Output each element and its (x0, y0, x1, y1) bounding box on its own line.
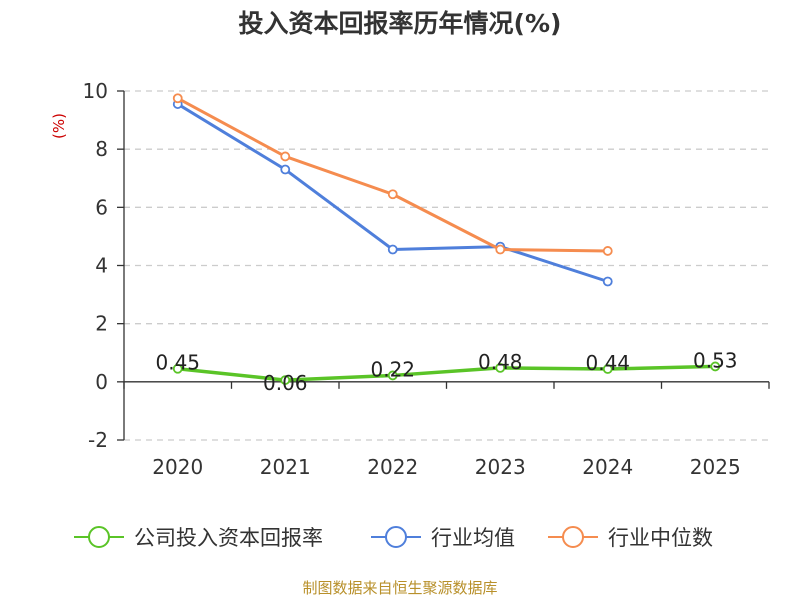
legend-label: 行业中位数 (608, 526, 713, 550)
legend: 公司投入资本回报率 行业均值 行业中位数 (74, 526, 713, 550)
axes (117, 90, 770, 441)
x-tick-labels: 2020 2021 2022 2023 2024 2025 (152, 455, 740, 479)
legend-label: 公司投入资本回报率 (134, 526, 323, 550)
data-point (602, 276, 613, 287)
data-point (172, 93, 183, 104)
series-3 (172, 93, 613, 256)
y-tick-label: 8 (95, 137, 108, 161)
x-tick-label: 2021 (260, 455, 311, 479)
data-point (387, 244, 398, 255)
y-tick-labels: 10 8 6 4 2 0 -2 (83, 79, 108, 452)
data-point (495, 362, 506, 373)
data-label: 0.53 (693, 348, 738, 372)
x-tick-label: 2025 (690, 455, 741, 479)
legend-marker (562, 526, 584, 548)
series-1 (172, 361, 721, 385)
legend-item: 行业中位数 (548, 526, 713, 550)
data-label: 0.48 (478, 350, 523, 374)
series-line (176, 96, 610, 253)
y-tick-label: 10 (83, 79, 108, 103)
x-tick-label: 2022 (367, 455, 418, 479)
data-point (710, 361, 721, 372)
data-point (495, 244, 506, 255)
y-tick-label: 0 (95, 370, 108, 394)
gridlines (124, 90, 769, 441)
data-point (602, 246, 613, 256)
data-label: 0.45 (155, 351, 200, 375)
y-tick-label: 4 (95, 254, 108, 278)
x-tick-label: 2020 (152, 455, 203, 479)
y-tick-label: 2 (95, 312, 108, 336)
data-label: 0.44 (585, 351, 630, 375)
data-label: 0.06 (263, 371, 308, 395)
data-labels: 0.45 0.06 0.22 0.48 0.44 0.53 (155, 348, 737, 395)
y-axis-unit: (%) (50, 113, 68, 139)
legend-label: 行业均值 (431, 526, 515, 550)
data-point (602, 364, 613, 374)
data-point (387, 189, 398, 200)
legend-marker (88, 526, 110, 548)
legend-item: 行业均值 (371, 526, 515, 550)
x-tick-label: 2024 (582, 455, 633, 479)
chart-title: 投入资本回报率历年情况(%) (239, 9, 562, 38)
legend-item: 公司投入资本回报率 (74, 526, 323, 550)
data-point (280, 375, 291, 385)
source-note: 制图数据来自恒生聚源数据库 (302, 579, 497, 597)
data-point (172, 363, 183, 374)
data-label: 0.22 (370, 357, 415, 381)
legend-marker (385, 526, 407, 548)
y-tick-label: -2 (88, 428, 108, 452)
x-tick-label: 2023 (475, 455, 526, 479)
data-point (280, 164, 291, 175)
data-point (387, 370, 398, 381)
series-lines (172, 93, 721, 385)
y-tick-label: 6 (95, 195, 108, 219)
series-line (176, 364, 717, 382)
data-point (280, 151, 291, 162)
